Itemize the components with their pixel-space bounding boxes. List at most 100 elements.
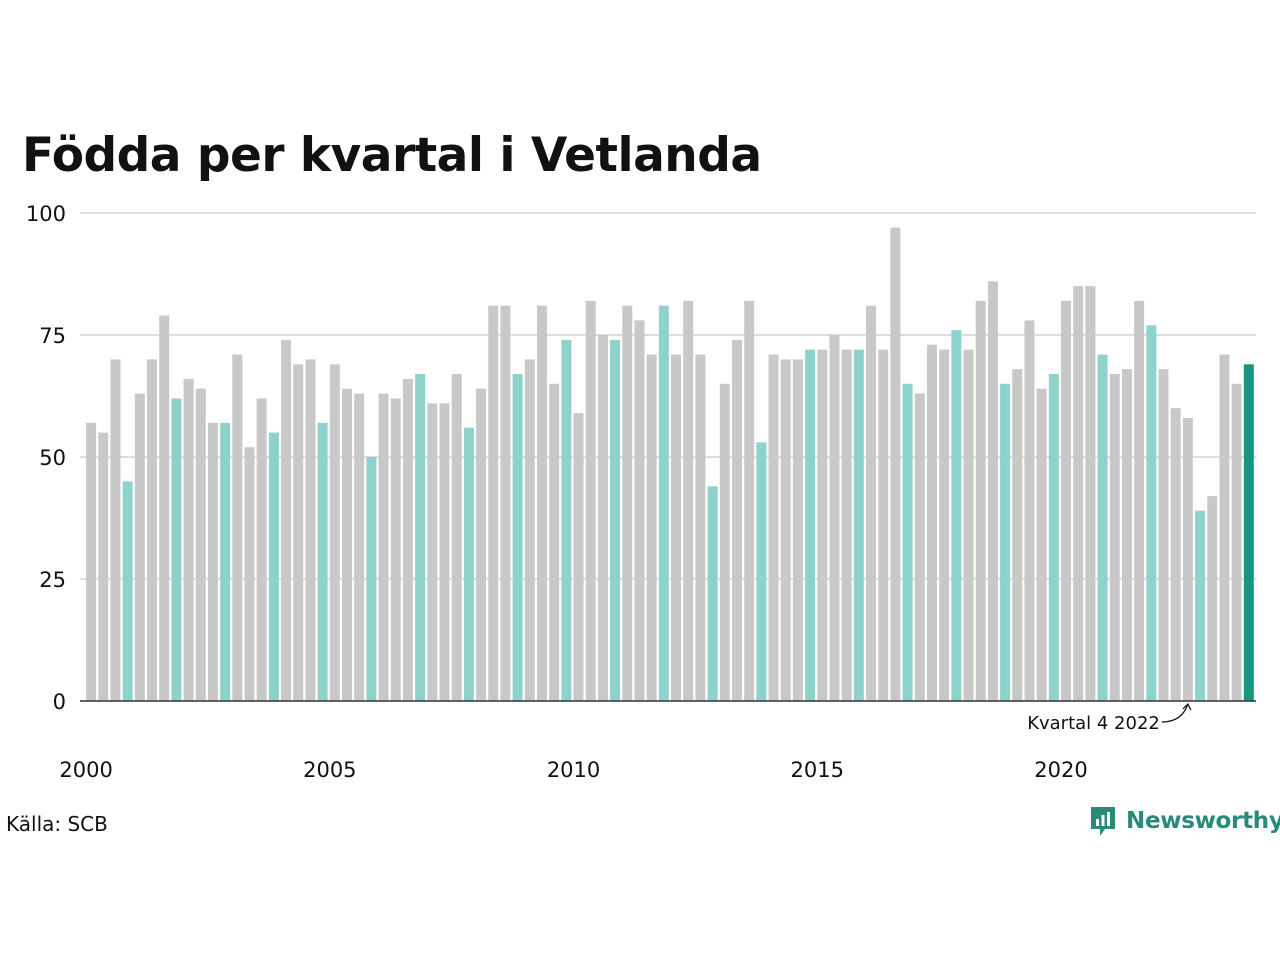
bar — [987, 281, 998, 701]
bar — [1134, 300, 1145, 701]
source-note: Källa: SCB — [6, 812, 108, 836]
bar — [634, 320, 645, 701]
bar — [1073, 286, 1084, 701]
bar — [1109, 374, 1120, 701]
y-tick-label: 25 — [39, 568, 66, 592]
bar — [488, 305, 499, 701]
bar — [939, 349, 950, 701]
bar — [1061, 300, 1072, 701]
bar — [841, 349, 852, 701]
bar — [695, 354, 706, 701]
bar — [1036, 388, 1047, 701]
bar — [975, 300, 986, 701]
bar — [1000, 383, 1011, 701]
bar — [439, 403, 450, 701]
bar — [1219, 354, 1230, 701]
x-tick-label: 2020 — [1034, 758, 1087, 782]
bar — [1182, 417, 1193, 701]
bar — [731, 339, 742, 701]
bar — [707, 486, 718, 701]
bar — [244, 447, 255, 701]
bar — [561, 339, 572, 701]
bar — [744, 300, 755, 701]
annotation-label: Kvartal 4 2022 — [1027, 713, 1160, 734]
bar — [780, 359, 791, 701]
bar — [963, 349, 974, 701]
bar — [281, 339, 292, 701]
bar — [122, 481, 133, 701]
bar — [293, 364, 304, 701]
bar — [329, 364, 340, 701]
bar — [451, 374, 462, 701]
bar — [524, 359, 535, 701]
bar — [207, 422, 218, 701]
y-tick-label: 0 — [53, 690, 66, 714]
bar — [890, 227, 901, 701]
x-axis-ticks: 2000 2005 2010 2015 2020 — [59, 758, 1087, 782]
bar — [1085, 286, 1096, 701]
x-tick-label: 2010 — [547, 758, 600, 782]
bar — [1158, 369, 1169, 701]
bar — [147, 359, 158, 701]
bar — [1121, 369, 1132, 701]
bar — [1207, 496, 1218, 701]
newsworthy-logo: Newsworthy — [1088, 804, 1280, 838]
bar — [719, 383, 730, 701]
bar — [817, 349, 828, 701]
bar — [98, 432, 109, 701]
brand-name: Newsworthy — [1126, 808, 1280, 834]
bar — [342, 388, 352, 701]
bar — [658, 305, 669, 701]
bar — [768, 354, 779, 701]
bar — [110, 359, 121, 701]
bar — [1231, 383, 1242, 701]
bar — [512, 374, 523, 701]
bar — [829, 335, 840, 701]
bar — [878, 349, 889, 701]
bar — [134, 393, 145, 701]
bar — [646, 354, 657, 701]
bar — [902, 383, 913, 701]
bar — [671, 354, 682, 701]
bar — [195, 388, 206, 701]
bar — [805, 349, 816, 701]
bar — [597, 335, 608, 701]
y-axis-ticks: 0 25 50 75 100 — [26, 202, 66, 714]
bars — [86, 227, 1254, 701]
bar — [610, 339, 621, 701]
bar — [1243, 364, 1254, 701]
annotation-arrow — [1161, 702, 1192, 723]
bar — [1195, 510, 1206, 701]
bar — [390, 398, 401, 701]
bar — [171, 398, 182, 701]
bar — [232, 354, 243, 701]
bar — [415, 374, 426, 701]
bar — [549, 383, 560, 701]
x-tick-label: 2005 — [303, 758, 356, 782]
bar — [86, 422, 97, 701]
bar — [305, 359, 316, 701]
bar — [183, 378, 194, 701]
page-title: Födda per kvartal i Vetlanda — [22, 128, 762, 183]
bar — [1146, 325, 1157, 701]
bar — [756, 442, 767, 701]
bar — [622, 305, 633, 701]
bar — [220, 422, 231, 701]
bar — [536, 305, 547, 701]
bar — [159, 315, 170, 701]
bar — [1012, 369, 1023, 701]
bar — [256, 398, 267, 701]
bar — [866, 305, 877, 701]
bar — [926, 344, 937, 701]
bar — [853, 349, 864, 701]
bar — [500, 305, 511, 701]
x-tick-label: 2000 — [59, 758, 112, 782]
y-tick-label: 50 — [39, 446, 66, 470]
bar — [1024, 320, 1035, 701]
bar — [427, 403, 438, 701]
bar — [378, 393, 389, 701]
bar — [1170, 408, 1181, 701]
bar — [683, 300, 694, 701]
bar — [914, 393, 925, 701]
newsworthy-logo-icon — [1091, 807, 1115, 836]
